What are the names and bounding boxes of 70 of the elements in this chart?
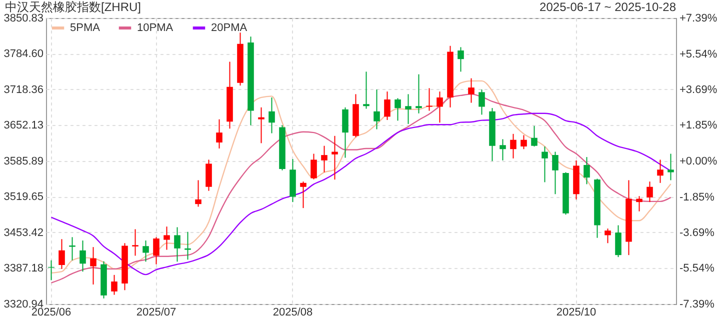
y2-tick-label: +5.54%: [680, 48, 718, 60]
x-tick-label: 2025/07: [136, 306, 176, 318]
candlestick: [636, 196, 642, 212]
candlestick: [668, 153, 674, 181]
y-tick-label: 3784.60: [4, 48, 44, 60]
candlestick: [164, 226, 170, 250]
candlestick: [604, 228, 611, 244]
legend-label: 10PMA: [137, 22, 174, 34]
x-tick-label: 2025/08: [272, 306, 313, 318]
candlestick: [458, 46, 464, 72]
candlestick: [405, 94, 412, 124]
candlestick: [142, 240, 149, 262]
y2-tick-label: +7.39%: [680, 12, 718, 24]
candlestick: [80, 240, 86, 272]
candlestick: [394, 98, 401, 122]
y2-tick-label: -7.39%: [680, 298, 715, 310]
candlestick: [542, 146, 548, 183]
candlestick: [478, 89, 485, 116]
candlestick: [416, 74, 422, 114]
candlestick: [657, 159, 664, 184]
candlestick: [332, 135, 338, 180]
candlestick: [69, 236, 76, 261]
y-tick-label: 3850.83: [4, 12, 44, 24]
candlestick: [258, 106, 264, 144]
candlestick: [195, 180, 202, 208]
candlestick: [615, 224, 622, 258]
legend-label: 20PMA: [211, 22, 248, 34]
y2-tick-label: -3.69%: [680, 226, 715, 239]
y2-tick-label: -5.54%: [680, 262, 715, 275]
candlestick: [310, 153, 317, 180]
candlestick: [646, 181, 653, 203]
chart-subtitle: 2025-06-17 ~ 2025-10-28: [540, 0, 676, 14]
candlestick: [90, 246, 96, 285]
y-tick-label: 3453.42: [4, 226, 44, 239]
candlestick: [374, 89, 380, 130]
candlestick: [153, 236, 160, 265]
y2-tick-label: +3.69%: [680, 84, 718, 96]
candlestick: [300, 181, 306, 209]
candlestick: [468, 78, 474, 104]
candlestick: [184, 231, 191, 260]
candlestick: [531, 125, 538, 147]
candlestick: [552, 151, 558, 195]
candlestick: [174, 226, 180, 262]
candlestick: [321, 145, 328, 173]
y2-tick-label: +0.00%: [680, 156, 718, 168]
candlestick: [342, 106, 348, 158]
y-tick-label: 3519.65: [4, 191, 44, 204]
y2-tick-label: +1.85%: [680, 120, 718, 132]
chart-title: 中汉天然橡胶指数[ZHRU]: [5, 0, 141, 14]
candlestick: [111, 274, 118, 296]
candlestick: [58, 238, 65, 270]
y-tick-label: 3652.13: [4, 120, 44, 132]
y-tick-label: 3387.18: [4, 262, 44, 275]
x-tick-label: 2025/10: [556, 306, 596, 318]
candlestick: [436, 91, 443, 124]
candlestick: [384, 91, 390, 120]
candlestick: [584, 156, 590, 185]
candlestick: [510, 133, 516, 159]
y-tick-label: 3718.36: [4, 84, 44, 96]
candlestick: [363, 71, 370, 110]
candlestick: [206, 159, 212, 192]
candlestick: [216, 118, 222, 149]
candlestick: [268, 96, 275, 134]
candlestick: [520, 134, 527, 150]
y2-tick-label: -1.85%: [680, 191, 715, 204]
x-tick-label: 2025/06: [31, 306, 72, 318]
candlestick: [500, 138, 506, 161]
legend-label: 5PMA: [70, 22, 101, 34]
y-tick-label: 3585.89: [4, 155, 44, 168]
candlestick: [132, 228, 138, 256]
